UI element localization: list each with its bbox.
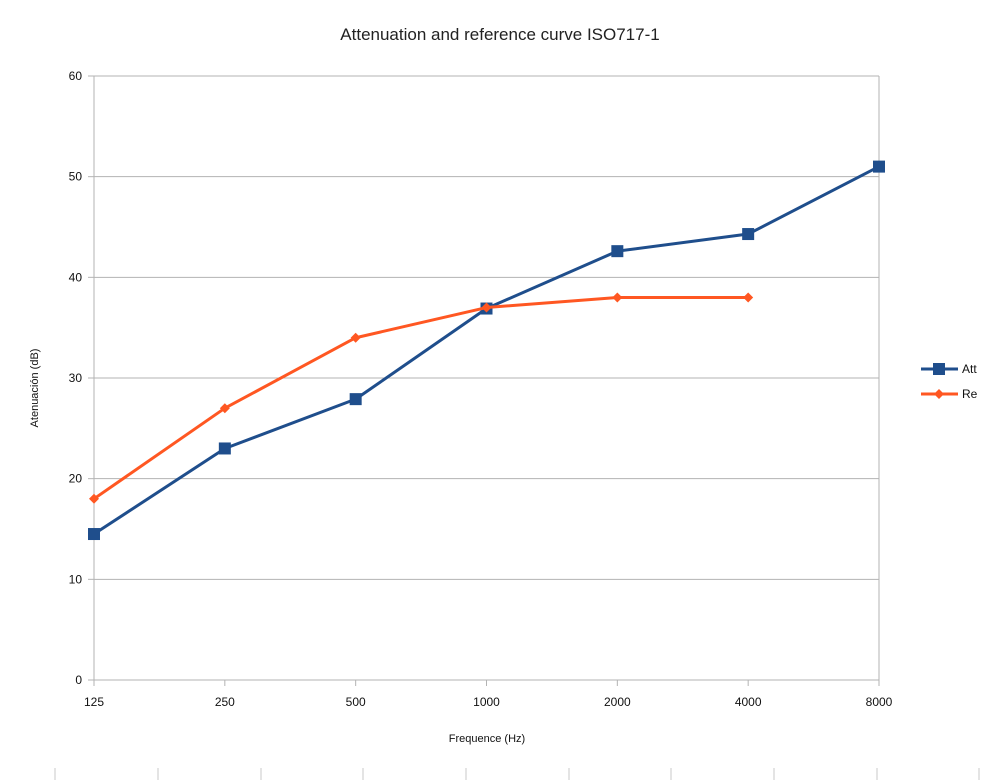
x-tick-label: 500 [346, 695, 366, 709]
gridlines [88, 75, 879, 681]
y-tick-label: 60 [69, 69, 83, 83]
x-axis-label: Frequence (Hz) [449, 733, 525, 745]
y-tick-label: 30 [69, 371, 83, 385]
y-tick-label: 20 [69, 472, 83, 486]
chart-title: Attenuation and reference curve ISO717-1 [340, 25, 659, 44]
axes [93, 76, 880, 686]
data-point [218, 442, 231, 455]
data-point [349, 393, 362, 406]
x-tick-label: 1000 [473, 695, 500, 709]
y-tick-label: 10 [69, 572, 83, 586]
y-tick-label: 50 [69, 170, 83, 184]
x-tick-label: 4000 [735, 695, 762, 709]
legend-label: Re [962, 387, 978, 401]
data-point [743, 292, 754, 303]
y-tick-labels: 0 10 20 30 40 50 60 [69, 69, 83, 687]
legend-marker [934, 389, 944, 399]
data-point [612, 292, 623, 303]
y-tick-label: 40 [69, 270, 83, 284]
x-tick-label: 125 [84, 695, 104, 709]
x-tick-label: 8000 [866, 695, 893, 709]
x-tick-label: 2000 [604, 695, 631, 709]
x-tick-label: 250 [215, 695, 235, 709]
data-point [611, 245, 624, 258]
x-tick-labels: 125 250 500 1000 2000 4000 8000 [84, 695, 893, 709]
data-point [742, 228, 755, 241]
series-re [89, 292, 754, 504]
data-point [88, 528, 100, 541]
bottom-ruler [54, 768, 980, 780]
series-layer [88, 160, 885, 541]
legend: Att Re [921, 362, 978, 401]
legend-marker [933, 363, 945, 375]
data-point [350, 332, 361, 343]
series-line [93, 295, 749, 501]
data-point [219, 403, 230, 414]
data-point [89, 493, 99, 504]
y-axis-label: Atenuación (dB) [29, 349, 41, 428]
legend-label: Att [962, 362, 977, 376]
data-point [481, 302, 492, 313]
y-tick-label: 0 [75, 673, 82, 687]
data-point [873, 160, 885, 173]
